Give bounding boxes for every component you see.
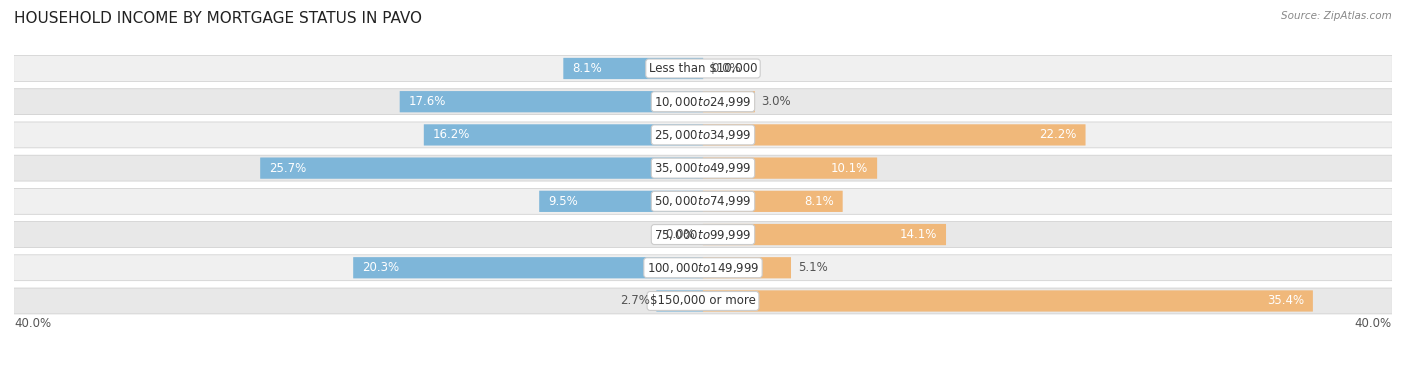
FancyBboxPatch shape: [14, 155, 1392, 181]
FancyBboxPatch shape: [657, 290, 703, 312]
Text: $100,000 to $149,999: $100,000 to $149,999: [647, 261, 759, 275]
FancyBboxPatch shape: [703, 91, 755, 112]
Text: 8.1%: 8.1%: [804, 195, 834, 208]
FancyBboxPatch shape: [14, 288, 1392, 314]
Legend: Without Mortgage, With Mortgage: Without Mortgage, With Mortgage: [575, 374, 831, 377]
FancyBboxPatch shape: [14, 222, 1392, 248]
FancyBboxPatch shape: [14, 255, 1392, 281]
Text: 40.0%: 40.0%: [14, 317, 51, 330]
FancyBboxPatch shape: [260, 158, 703, 179]
FancyBboxPatch shape: [703, 191, 842, 212]
FancyBboxPatch shape: [703, 158, 877, 179]
Text: 10.1%: 10.1%: [831, 162, 869, 175]
Text: 0.0%: 0.0%: [665, 228, 695, 241]
Text: 8.1%: 8.1%: [572, 62, 602, 75]
Text: HOUSEHOLD INCOME BY MORTGAGE STATUS IN PAVO: HOUSEHOLD INCOME BY MORTGAGE STATUS IN P…: [14, 11, 422, 26]
Text: 25.7%: 25.7%: [269, 162, 307, 175]
Text: Source: ZipAtlas.com: Source: ZipAtlas.com: [1281, 11, 1392, 21]
Text: 9.5%: 9.5%: [548, 195, 578, 208]
Text: 5.1%: 5.1%: [797, 261, 828, 274]
FancyBboxPatch shape: [14, 122, 1392, 148]
FancyBboxPatch shape: [14, 188, 1392, 214]
Text: 22.2%: 22.2%: [1039, 129, 1077, 141]
Text: 16.2%: 16.2%: [433, 129, 470, 141]
Text: 14.1%: 14.1%: [900, 228, 938, 241]
Text: $50,000 to $74,999: $50,000 to $74,999: [654, 194, 752, 208]
FancyBboxPatch shape: [540, 191, 703, 212]
FancyBboxPatch shape: [14, 55, 1392, 81]
Text: $35,000 to $49,999: $35,000 to $49,999: [654, 161, 752, 175]
Text: 2.7%: 2.7%: [620, 294, 650, 308]
Text: 35.4%: 35.4%: [1267, 294, 1305, 308]
FancyBboxPatch shape: [423, 124, 703, 146]
Text: 20.3%: 20.3%: [361, 261, 399, 274]
FancyBboxPatch shape: [353, 257, 703, 278]
Text: 17.6%: 17.6%: [409, 95, 446, 108]
FancyBboxPatch shape: [703, 257, 792, 278]
Text: $150,000 or more: $150,000 or more: [650, 294, 756, 308]
FancyBboxPatch shape: [703, 124, 1085, 146]
Text: Less than $10,000: Less than $10,000: [648, 62, 758, 75]
FancyBboxPatch shape: [399, 91, 703, 112]
FancyBboxPatch shape: [703, 224, 946, 245]
Text: 3.0%: 3.0%: [762, 95, 792, 108]
Text: $75,000 to $99,999: $75,000 to $99,999: [654, 228, 752, 242]
FancyBboxPatch shape: [564, 58, 703, 79]
Text: $10,000 to $24,999: $10,000 to $24,999: [654, 95, 752, 109]
Text: $25,000 to $34,999: $25,000 to $34,999: [654, 128, 752, 142]
Text: 40.0%: 40.0%: [1355, 317, 1392, 330]
Text: 0.0%: 0.0%: [711, 62, 741, 75]
FancyBboxPatch shape: [703, 290, 1313, 312]
FancyBboxPatch shape: [14, 89, 1392, 115]
